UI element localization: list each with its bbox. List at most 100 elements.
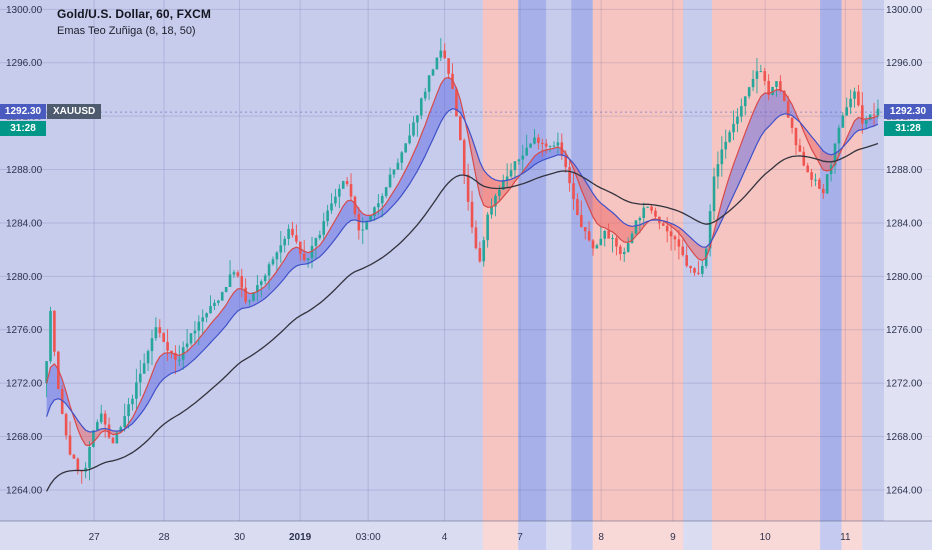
- candle-body: [697, 272, 700, 274]
- candle-body: [517, 159, 521, 162]
- candle-body: [876, 108, 880, 116]
- candle-body: [142, 363, 146, 374]
- symbol-tag[interactable]: XAUUSD: [47, 104, 102, 119]
- candle-body: [115, 432, 119, 444]
- candle-body: [88, 447, 91, 468]
- candle-body: [478, 248, 482, 262]
- candle-body: [537, 137, 540, 143]
- x-tick-label: 7: [517, 532, 523, 543]
- candle-body: [822, 188, 825, 194]
- candle-body: [146, 351, 150, 364]
- candle-body: [189, 333, 193, 344]
- candle-body: [287, 228, 290, 239]
- candle-body: [529, 143, 532, 148]
- candle-body: [556, 142, 560, 146]
- candle-body: [295, 235, 298, 242]
- candle-body: [552, 145, 556, 147]
- candle-body: [365, 220, 368, 230]
- y-tick-label-left: 1280.00: [6, 272, 43, 283]
- trend-band-bull: [820, 0, 842, 550]
- candle-body: [474, 227, 478, 249]
- candle-body: [349, 184, 353, 197]
- candle-body: [99, 413, 103, 423]
- x-tick-label: 10: [760, 532, 772, 543]
- candle-body: [158, 327, 162, 334]
- current-price-label-right[interactable]: 1292.30: [884, 104, 932, 119]
- y-tick-label-left: 1276.00: [6, 325, 43, 336]
- candle-body: [494, 195, 497, 207]
- candle-body: [654, 210, 657, 217]
- ribbon-fill-up: [520, 147, 569, 175]
- left-price-scale-cluster[interactable]: 1292.30 XAUUSD: [0, 104, 102, 119]
- candle-body: [232, 272, 236, 275]
- candle-body: [615, 238, 618, 247]
- right-price-scale[interactable]: [884, 0, 932, 521]
- candle-body: [802, 151, 806, 166]
- candle-body: [291, 228, 294, 236]
- candle-body: [447, 58, 450, 74]
- candle-body: [416, 115, 419, 123]
- candle-body: [373, 207, 376, 217]
- candle-body: [170, 350, 173, 353]
- symbol-title[interactable]: Gold/U.S. Dollar, 60, FXCM: [57, 7, 211, 21]
- candle-body: [127, 404, 130, 417]
- candle-body: [392, 169, 396, 175]
- x-tick-label: 4: [442, 532, 448, 543]
- candle-body: [439, 50, 443, 58]
- candle-body: [178, 359, 181, 361]
- countdown-label-left: 31:28: [0, 121, 46, 136]
- candle-body: [833, 143, 837, 166]
- candle-body: [408, 135, 411, 144]
- candle-body: [864, 120, 868, 124]
- candle-body: [263, 275, 267, 282]
- x-tick-label: 11: [840, 532, 851, 543]
- x-tick-label: 30: [234, 532, 246, 543]
- candle-body: [459, 116, 462, 141]
- candle-body: [607, 230, 610, 239]
- ema-slow-line: [46, 142, 879, 492]
- candle-body: [642, 207, 646, 218]
- candle-body: [213, 302, 216, 307]
- candle-body: [361, 229, 365, 231]
- candle-body: [759, 71, 763, 73]
- candle-body: [377, 203, 380, 208]
- candle-body: [544, 143, 548, 147]
- candle-body: [775, 81, 778, 87]
- x-tick-label: 27: [89, 532, 101, 543]
- candle-body: [591, 240, 595, 249]
- candle-body: [513, 161, 517, 171]
- candle-body: [626, 242, 630, 252]
- candle-body: [72, 454, 76, 459]
- candle-body: [638, 217, 642, 221]
- candle-body: [193, 330, 197, 334]
- trend-band-bear: [482, 0, 519, 550]
- trend-band-bull: [518, 0, 547, 550]
- candle-body: [763, 71, 767, 81]
- candle-body: [396, 162, 400, 170]
- candle-body: [412, 122, 415, 136]
- candle-body: [720, 149, 724, 165]
- ema-fast-line: [46, 76, 879, 447]
- candle-body: [228, 274, 232, 287]
- candle-body: [872, 114, 876, 116]
- candle-body: [455, 89, 458, 117]
- candle-body: [107, 424, 111, 438]
- y-tick-label-left: 1288.00: [6, 165, 43, 176]
- candle-body: [693, 268, 696, 273]
- candle-body: [166, 342, 169, 351]
- candle-body: [427, 75, 431, 92]
- current-price-label-left[interactable]: 1292.30: [0, 104, 46, 119]
- candle-body: [318, 234, 322, 239]
- candle-body: [357, 213, 361, 231]
- trend-band-bear: [841, 0, 863, 550]
- ribbon-fill-down: [569, 158, 650, 243]
- candle-body: [779, 81, 782, 91]
- ribbon-fill-down: [800, 122, 843, 171]
- y-tick-label-left: 1264.00: [6, 485, 43, 496]
- candle-body: [252, 292, 255, 301]
- indicator-legend[interactable]: Emas Teo Zuñiga (8, 18, 50): [57, 25, 196, 37]
- y-tick-label-left: 1268.00: [6, 432, 43, 443]
- candle-body: [501, 180, 505, 190]
- time-scale[interactable]: [0, 521, 932, 550]
